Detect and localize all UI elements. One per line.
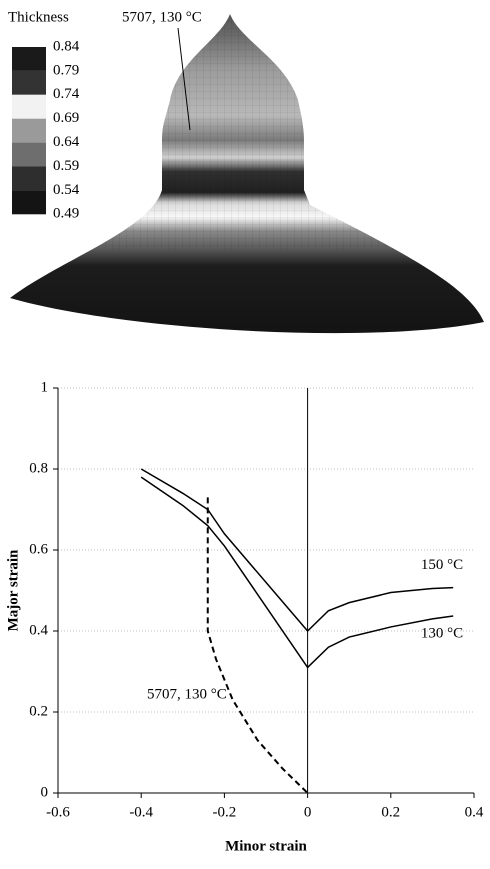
legend-swatch — [12, 71, 46, 95]
legend-label: 0.49 — [53, 206, 79, 222]
x-tick-label: 0.4 — [465, 804, 484, 820]
legend-title: Thickness — [8, 9, 69, 25]
legend-label: 0.64 — [53, 134, 80, 150]
legend-label: 0.84 — [53, 38, 80, 54]
legend-label: 0.79 — [53, 62, 79, 78]
x-axis-label: Minor strain — [225, 838, 307, 854]
y-tick-label: 0.4 — [29, 622, 48, 638]
series-label: 5707, 130 °C — [147, 686, 227, 702]
series-label: 150 °C — [421, 557, 463, 573]
y-tick-label: 0.6 — [29, 541, 48, 557]
legend-swatch — [12, 143, 46, 167]
legend-swatch — [12, 190, 46, 214]
y-tick-label: 0 — [41, 784, 49, 800]
x-tick-label: -0.2 — [213, 804, 237, 820]
x-tick-label: -0.4 — [129, 804, 153, 820]
x-tick-label: 0 — [304, 804, 312, 820]
annotation: 5707, 130 °C — [122, 9, 202, 25]
legend-label: 0.74 — [53, 86, 80, 102]
legend-swatch — [12, 47, 46, 71]
series-line — [141, 477, 453, 667]
y-tick-label: 0.8 — [29, 460, 48, 476]
x-tick-label: -0.6 — [46, 804, 70, 820]
legend-swatch — [12, 95, 46, 119]
legend-label: 0.59 — [53, 158, 79, 174]
figure: Thickness 0.84 0.79 0.74 0.69 0.64 0.59 0.54 0.4… — [0, 0, 490, 869]
y-tick-label: 1 — [41, 379, 49, 395]
legend-swatch — [12, 119, 46, 143]
series-label: 130 °C — [421, 625, 463, 641]
y-axis-label: Major strain — [5, 549, 21, 631]
legend-label: 0.69 — [53, 110, 79, 126]
legend-label: 0.54 — [53, 182, 80, 198]
y-tick-label: 0.2 — [29, 703, 48, 719]
legend-swatch — [12, 167, 46, 191]
x-tick-label: 0.2 — [381, 804, 400, 820]
